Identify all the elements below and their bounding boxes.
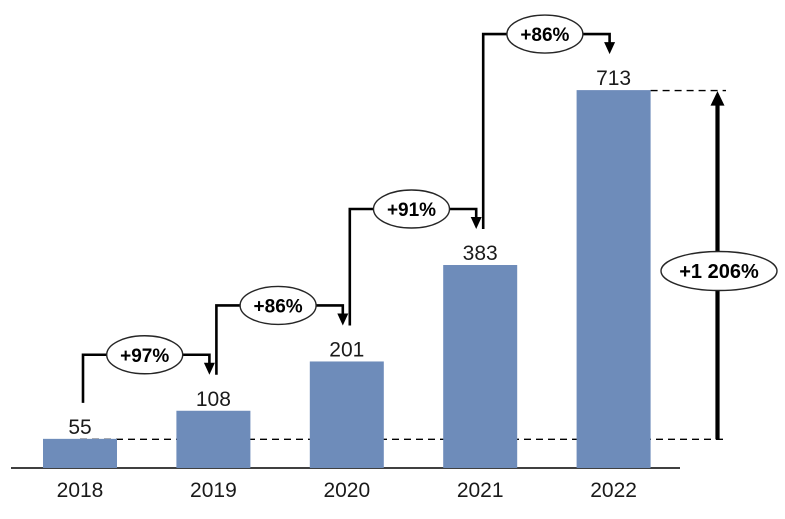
category-label-2019: 2019 <box>190 479 237 502</box>
callout-ellipse <box>239 285 317 326</box>
value-label-2019: 108 <box>196 388 231 411</box>
category-label-2021: 2021 <box>457 479 504 502</box>
down-arrowhead-icon <box>337 313 349 326</box>
callout-ellipse <box>372 189 451 229</box>
down-arrowhead-icon <box>470 217 482 230</box>
callout-label: +91% <box>387 200 436 221</box>
total-growth-callout: +1 206% <box>660 91 778 440</box>
callout-label: +86% <box>520 25 569 46</box>
category-label-2022: 2022 <box>590 479 637 502</box>
bar-2021 <box>443 265 518 468</box>
yoy-callout-2021-2022: +86% <box>481 14 616 230</box>
up-arrowhead-icon <box>710 91 725 106</box>
total-callout-label: +1 206% <box>679 261 759 283</box>
down-arrowhead-icon <box>203 362 215 375</box>
yoy-callout-2020-2021: +91% <box>348 189 482 326</box>
callout-ellipse <box>105 335 184 375</box>
yoy-callout-2018-2019: +97% <box>81 335 215 403</box>
callout-ellipse <box>506 14 584 54</box>
bar-2019 <box>176 410 251 468</box>
total-callout-ellipse <box>660 250 778 292</box>
value-label-2020: 201 <box>329 338 364 361</box>
down-arrowhead-icon <box>604 42 616 55</box>
category-label-2020: 2020 <box>323 479 370 502</box>
value-label-2021: 383 <box>463 242 498 265</box>
value-label-2018: 55 <box>68 416 91 439</box>
category-label-2018: 2018 <box>57 479 104 502</box>
callout-label: +86% <box>254 296 303 317</box>
bar-2018 <box>43 438 117 468</box>
value-label-2022: 713 <box>596 67 631 90</box>
yoy-callout-2019-2020: +86% <box>215 285 349 375</box>
callout-label: +97% <box>120 346 169 367</box>
bar-2020 <box>309 361 384 468</box>
bar-2022 <box>576 90 651 469</box>
